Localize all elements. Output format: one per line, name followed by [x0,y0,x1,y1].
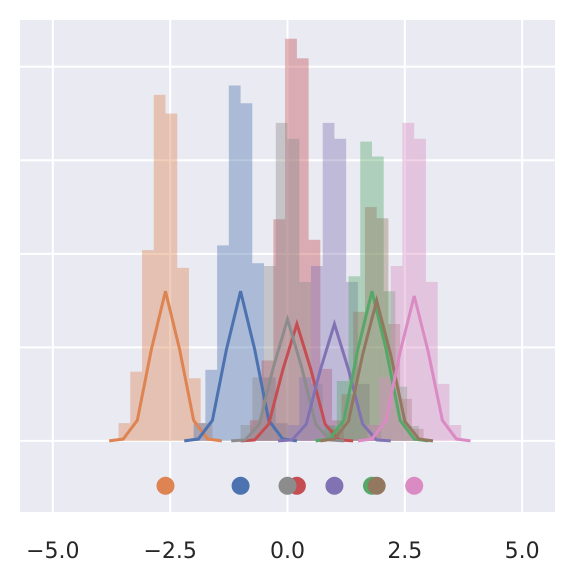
hist-bar [322,122,335,441]
hist-bar [287,425,300,441]
hist-bar [367,425,380,441]
hist-bar [437,383,450,441]
hist-bar [414,138,426,441]
x-tick-label: −2.5 [143,539,196,564]
hist-bar [261,360,274,441]
kde-line [278,318,391,443]
hist-bar [379,377,391,441]
hist-bar [402,122,415,441]
mean-dot [405,476,424,495]
hist-bar [336,381,349,441]
hist-bar [228,85,241,441]
hist-bar [346,281,358,441]
hist-bar [371,156,384,441]
hist-bar [341,394,354,441]
hist-bar [425,281,438,441]
hist-bar [357,383,370,441]
hist-bar [240,425,253,441]
hist-bar [310,383,323,441]
hist-bar [252,377,265,441]
hist-bar [325,425,337,441]
mean-dot [231,476,250,495]
hist-bar [275,122,288,441]
hist-bar [360,141,372,441]
hist-bar [142,250,154,441]
hist-bar [285,38,297,441]
hist-bar [449,425,462,441]
x-tick-label: 5.0 [505,539,540,564]
hist-bar [252,263,265,441]
hist-bar [153,94,166,441]
kde-line [320,294,434,443]
hist-bar [249,420,262,441]
hist-bar [287,138,300,441]
hist-bar [273,219,286,441]
mean-dot [367,476,386,495]
hist-bar [299,281,311,441]
hist-bar [296,58,309,441]
hist-bar [240,103,253,441]
hist-bar [264,266,276,441]
hist-bar [264,377,276,441]
hist-bar [348,276,361,441]
hist-bar [165,113,178,441]
mean-dot [325,476,344,495]
kde-line [231,314,344,443]
kde-line [184,290,298,443]
hist-bar [205,369,218,441]
hist-bar [320,368,333,441]
kde-line [357,295,471,443]
hist-bar [177,267,189,441]
hist-bar [200,423,213,441]
hist-bar [130,371,143,441]
hist-bar [310,266,323,441]
hist-bar [390,266,403,441]
kde-line [315,290,429,443]
hist-bar [395,386,408,441]
hist-bar [275,423,288,441]
x-tick-label: −5.0 [26,539,79,564]
mean-dot [156,476,175,495]
x-tick-label: 0.0 [270,539,305,564]
hist-bar [299,377,311,441]
hist-bar [411,428,424,441]
hist-bar [217,245,229,441]
hist-bar [308,239,321,441]
hist-bar [334,138,347,441]
hist-bar [188,378,201,441]
mean-dot [278,476,297,495]
hist-bar [322,425,335,441]
hist-bar [118,423,131,441]
hist-bar [193,423,206,441]
x-tick-label: 2.5 [387,539,422,564]
